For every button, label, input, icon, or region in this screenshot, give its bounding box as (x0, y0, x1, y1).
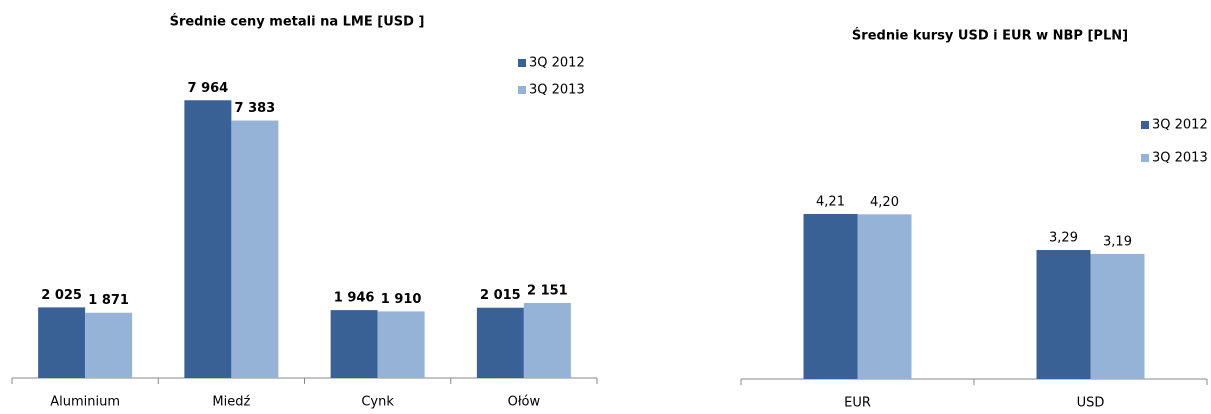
bar (231, 120, 279, 378)
bar (184, 100, 232, 379)
value-label: 4,21 (816, 194, 845, 209)
bar (330, 310, 378, 378)
bar (38, 307, 86, 378)
x-tick-label: Miedź (212, 395, 250, 410)
value-label: 3,29 (1049, 231, 1078, 246)
bar (857, 214, 912, 379)
legend-label: 3Q 2013 (529, 83, 585, 98)
value-label: 1 871 (88, 293, 129, 308)
x-tick-label: Aluminium (50, 395, 120, 410)
chart-title: Średnie ceny metali na LME [USD ] (170, 14, 425, 30)
x-tick-label: EUR (844, 396, 871, 411)
bar (523, 302, 571, 378)
bar (803, 213, 858, 379)
legend-label: 3Q 2013 (1152, 151, 1208, 166)
value-label: 1 910 (381, 292, 422, 307)
legend-swatch (518, 59, 526, 67)
x-tick-label: Cynk (361, 395, 394, 410)
bar (476, 307, 524, 378)
bar (85, 312, 133, 378)
value-label: 2 015 (480, 288, 521, 303)
x-tick-label: USD (1077, 396, 1105, 411)
bar (1090, 253, 1145, 379)
legend-swatch (1141, 154, 1149, 162)
value-label: 1 946 (334, 291, 375, 306)
bar (1036, 250, 1091, 379)
legend-swatch (518, 86, 526, 94)
chart-title: Średnie kursy USD i EUR w NBP [PLN] (852, 28, 1128, 44)
value-label: 4,20 (870, 195, 899, 210)
value-label: 2 025 (41, 288, 82, 303)
value-label: 3,19 (1103, 234, 1132, 249)
value-label: 7 964 (188, 81, 229, 96)
legend-swatch (1141, 121, 1149, 129)
value-label: 7 383 (235, 101, 276, 116)
legend-label: 3Q 2012 (529, 56, 585, 71)
bar (377, 311, 425, 378)
value-label: 2 151 (527, 283, 568, 298)
legend-label: 3Q 2012 (1152, 118, 1208, 133)
x-tick-label: Ołów (508, 395, 541, 410)
